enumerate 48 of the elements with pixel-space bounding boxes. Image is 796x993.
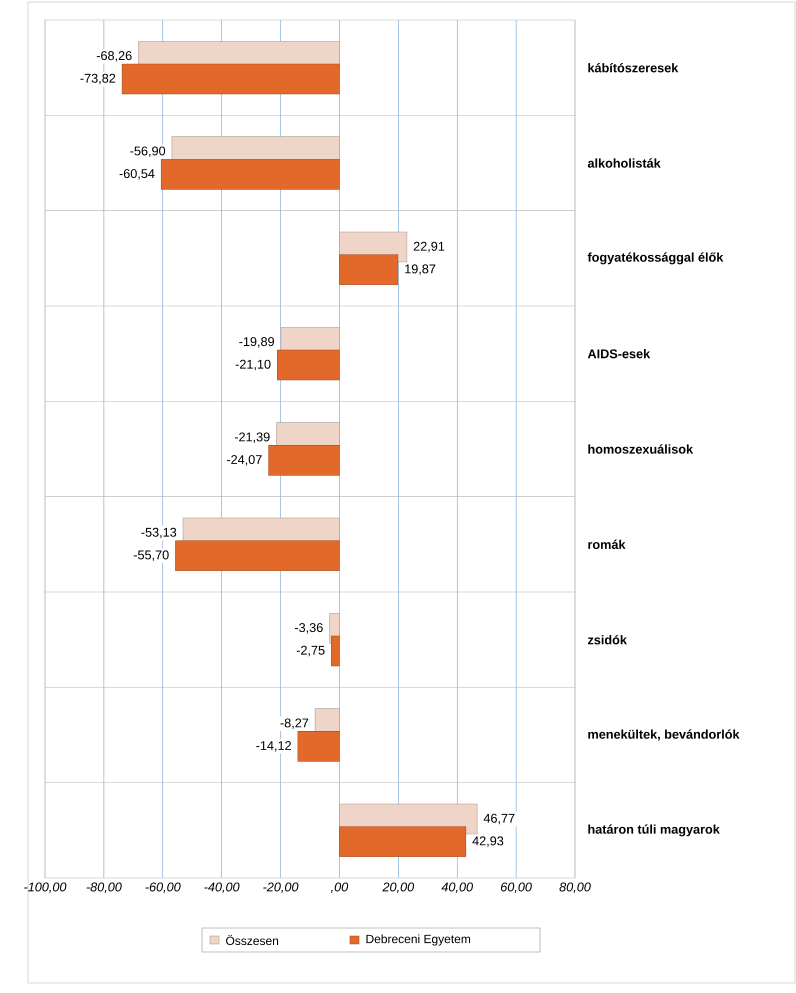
y-tick-label: homoszexuálisok [588,444,694,454]
bar [268,445,340,476]
y-tick-label: zsidók [588,634,627,644]
y-tick-label: menekültek, bevándorlók [588,729,740,741]
x-tick-label: -60,00 [145,882,181,893]
x-tick-label: -100,00 [24,882,66,893]
data-label: 22,91 [414,242,444,252]
data-label: -21,10 [236,360,271,370]
bar [331,636,340,666]
x-tick-label: 80,00 [559,882,591,893]
x-tick-label: -80,00 [86,882,122,893]
bar [339,826,466,857]
x-tick-label: -20,00 [263,882,298,893]
data-label: -68,26 [96,51,132,62]
data-label: -19,89 [239,337,274,348]
x-tick-label: 20,00 [382,882,414,893]
bar [277,350,340,380]
data-label: 42,93 [472,836,504,847]
data-label: 19,87 [405,264,436,275]
bar [122,64,340,94]
bar [160,159,340,190]
bar [175,540,340,571]
y-tick-label: AIDS-esek [588,349,650,358]
data-label: 46,77 [484,814,514,824]
data-label: -3,36 [294,623,323,634]
y-tick-label: romák [588,540,626,550]
data-label: -21,39 [234,432,270,443]
data-label: -8,27 [280,718,308,729]
y-tick-label: kábítószeresek [588,62,678,72]
y-tick-label: fogyatékossággal élők [588,252,724,264]
x-tick-label: -40,00 [204,882,240,893]
data-label: -55,70 [134,550,169,561]
legend-label: Debreceni Egyetem [366,934,470,946]
y-tick-label: határon túli magyarok [588,824,720,836]
data-label: -56,90 [130,146,166,157]
x-tick-label: 60,00 [500,882,532,893]
data-label: -73,82 [80,74,116,84]
data-label: -2,75 [296,646,325,656]
bar [298,731,340,762]
x-tick-label: ,00 [330,882,348,893]
data-label: -53,13 [141,528,176,538]
data-label: -14,12 [256,741,291,752]
x-tick-label: 40,00 [441,882,473,893]
legend-label: Összesen [226,934,278,946]
data-label: -60,54 [120,169,155,180]
bar [339,254,398,285]
y-tick-label: alkoholisták [588,158,661,168]
data-label: -24,07 [226,455,262,466]
